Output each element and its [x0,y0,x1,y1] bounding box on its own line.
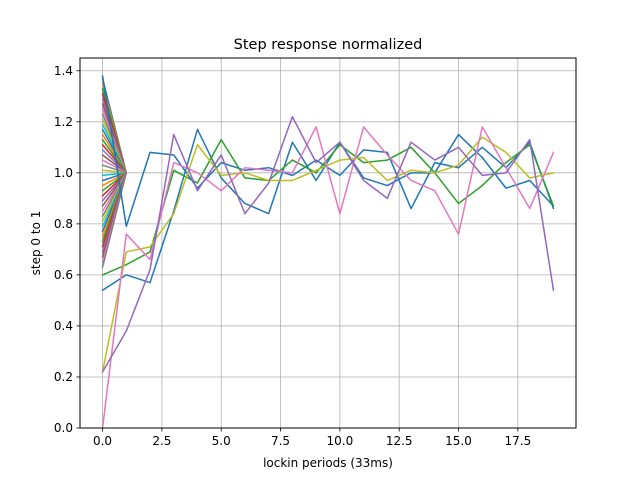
x-tick-label: 15.0 [445,434,472,448]
y-tick-label: 0.2 [54,370,73,384]
x-tick-label: 2.5 [152,434,171,448]
series-blue-a-line [101,128,555,291]
x-axis-label: lockin periods (33ms) [263,456,393,470]
fan-line [101,172,128,177]
fan-line [101,172,128,268]
x-tick-label: 12.5 [386,434,413,448]
y-tick-label: 1.0 [54,166,73,180]
series-purple-line [101,115,555,373]
plot-area [101,75,555,429]
x-tick-label: 17.5 [504,434,531,448]
axes-frame [79,57,577,429]
fan-line [101,164,128,174]
y-axis-ticks: 0.0 0.2 0.4 0.6 0.8 1.0 1.2 1.4 [54,64,80,435]
y-axis-label: step 0 to 1 [29,211,43,276]
x-tick-label: 10.0 [327,434,354,448]
fan-line [101,159,128,174]
x-tick-label: 5.0 [212,434,231,448]
y-tick-label: 0.0 [54,421,73,435]
chart-title: Step response normalized [234,37,423,53]
x-tick-label: 0.0 [93,434,112,448]
y-tick-label: 1.4 [54,64,73,78]
x-tick-label: 7.5 [271,434,290,448]
y-tick-label: 0.6 [54,268,73,282]
y-tick-label: 0.8 [54,217,73,231]
series-pink-line [101,126,555,429]
y-tick-label: 0.4 [54,319,73,333]
series-green-line [101,138,555,276]
fan-line [101,169,128,174]
y-tick-label: 1.2 [54,115,73,129]
x-axis-ticks: 0.0 2.5 5.0 7.5 10.0 12.5 15.0 17.5 [93,428,531,448]
